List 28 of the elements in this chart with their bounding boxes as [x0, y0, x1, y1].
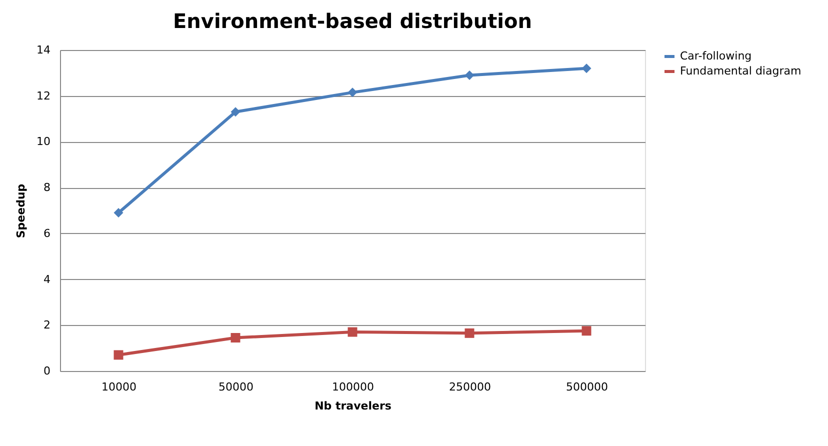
- x-axis-title: Nb travelers: [314, 400, 392, 412]
- x-tick-label: 500000: [566, 380, 608, 394]
- y-axis-title: Speedup: [14, 184, 28, 238]
- point: [582, 326, 592, 336]
- y-tick-label: 10: [36, 135, 50, 148]
- y-tick-label: 14: [36, 44, 50, 56]
- y-tick-label: 0: [44, 364, 50, 378]
- point: [230, 107, 240, 117]
- x-tick-label: 50000: [218, 380, 254, 394]
- point: [348, 327, 358, 337]
- point: [464, 70, 474, 80]
- y-tick-label: 4: [44, 272, 50, 286]
- point: [230, 333, 240, 342]
- y-tick-label: 2: [44, 318, 50, 332]
- legend-label: Fundamental diagram: [680, 64, 802, 78]
- y-tick-label: 12: [36, 89, 50, 102]
- point: [114, 208, 124, 218]
- y-tick-label: 8: [44, 181, 50, 194]
- point: [464, 328, 474, 338]
- chart-title: Environment-based distribution: [172, 9, 532, 33]
- y-tick-label: 6: [44, 226, 50, 240]
- x-tick-label: 100000: [332, 380, 374, 394]
- point: [348, 88, 358, 98]
- x-tick-label: 10000: [102, 380, 136, 394]
- point: [582, 64, 592, 74]
- point: [114, 350, 124, 360]
- legend-label: Car-following: [680, 50, 752, 62]
- x-tick-label: 250000: [449, 380, 491, 394]
